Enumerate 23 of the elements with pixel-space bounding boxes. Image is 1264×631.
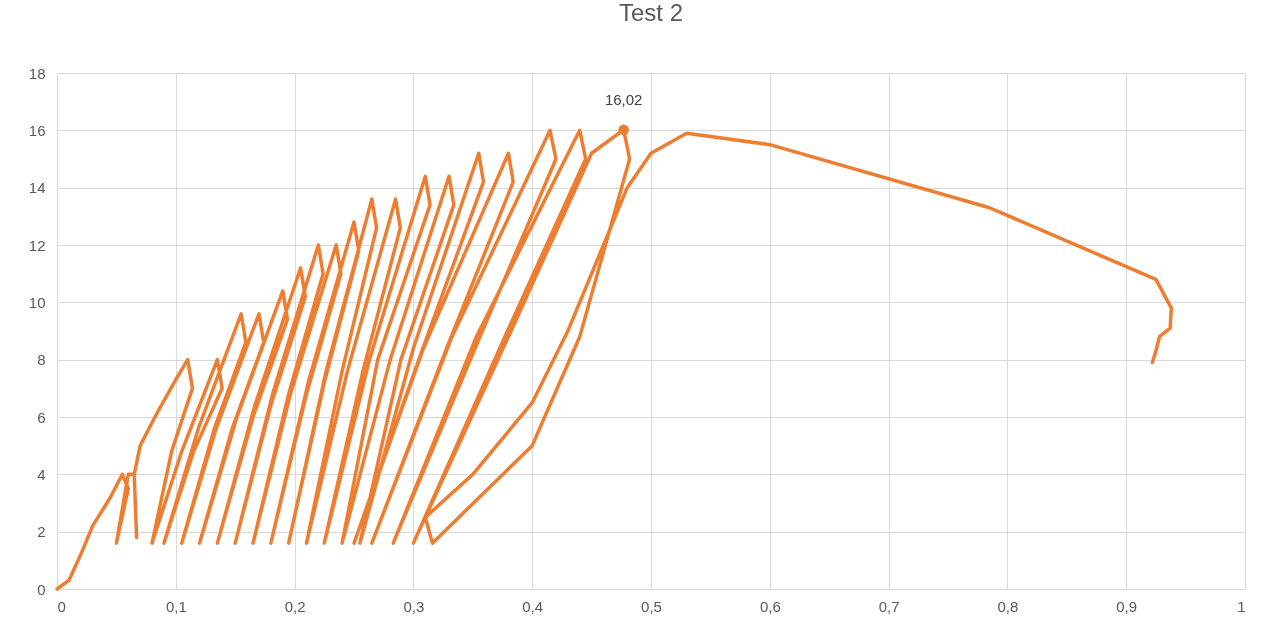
x-tick-label: 0,6 xyxy=(759,597,781,615)
x-tick-label: 0,9 xyxy=(1116,597,1138,615)
chart-title: Test 2 xyxy=(618,0,684,26)
x-tick-label: 0,3 xyxy=(403,597,425,615)
y-tick-label: 0 xyxy=(37,580,46,598)
y-tick-label: 4 xyxy=(37,465,46,483)
y-tick-label: 2 xyxy=(37,523,46,541)
x-tick-label: 0,5 xyxy=(641,597,662,615)
x-tick-label: 0,2 xyxy=(284,597,306,615)
data-label: 16,02 xyxy=(604,90,643,108)
y-tick-label: 12 xyxy=(28,236,46,254)
y-tick-label: 8 xyxy=(37,351,46,369)
y-tick-label: 10 xyxy=(28,293,46,311)
y-tick-label: 16 xyxy=(28,121,46,139)
x-tick-label: 0,8 xyxy=(997,597,1019,615)
x-tick-label: 0,1 xyxy=(165,597,187,615)
x-tick-label: 1 xyxy=(1237,597,1246,615)
x-tick-label: 0,7 xyxy=(878,597,900,615)
y-tick-label: 14 xyxy=(28,179,46,197)
y-tick-label: 18 xyxy=(28,64,46,82)
y-tick-label: 6 xyxy=(37,408,46,426)
x-tick-label: 0,4 xyxy=(522,597,544,615)
x-tick-label: 0 xyxy=(57,597,66,615)
